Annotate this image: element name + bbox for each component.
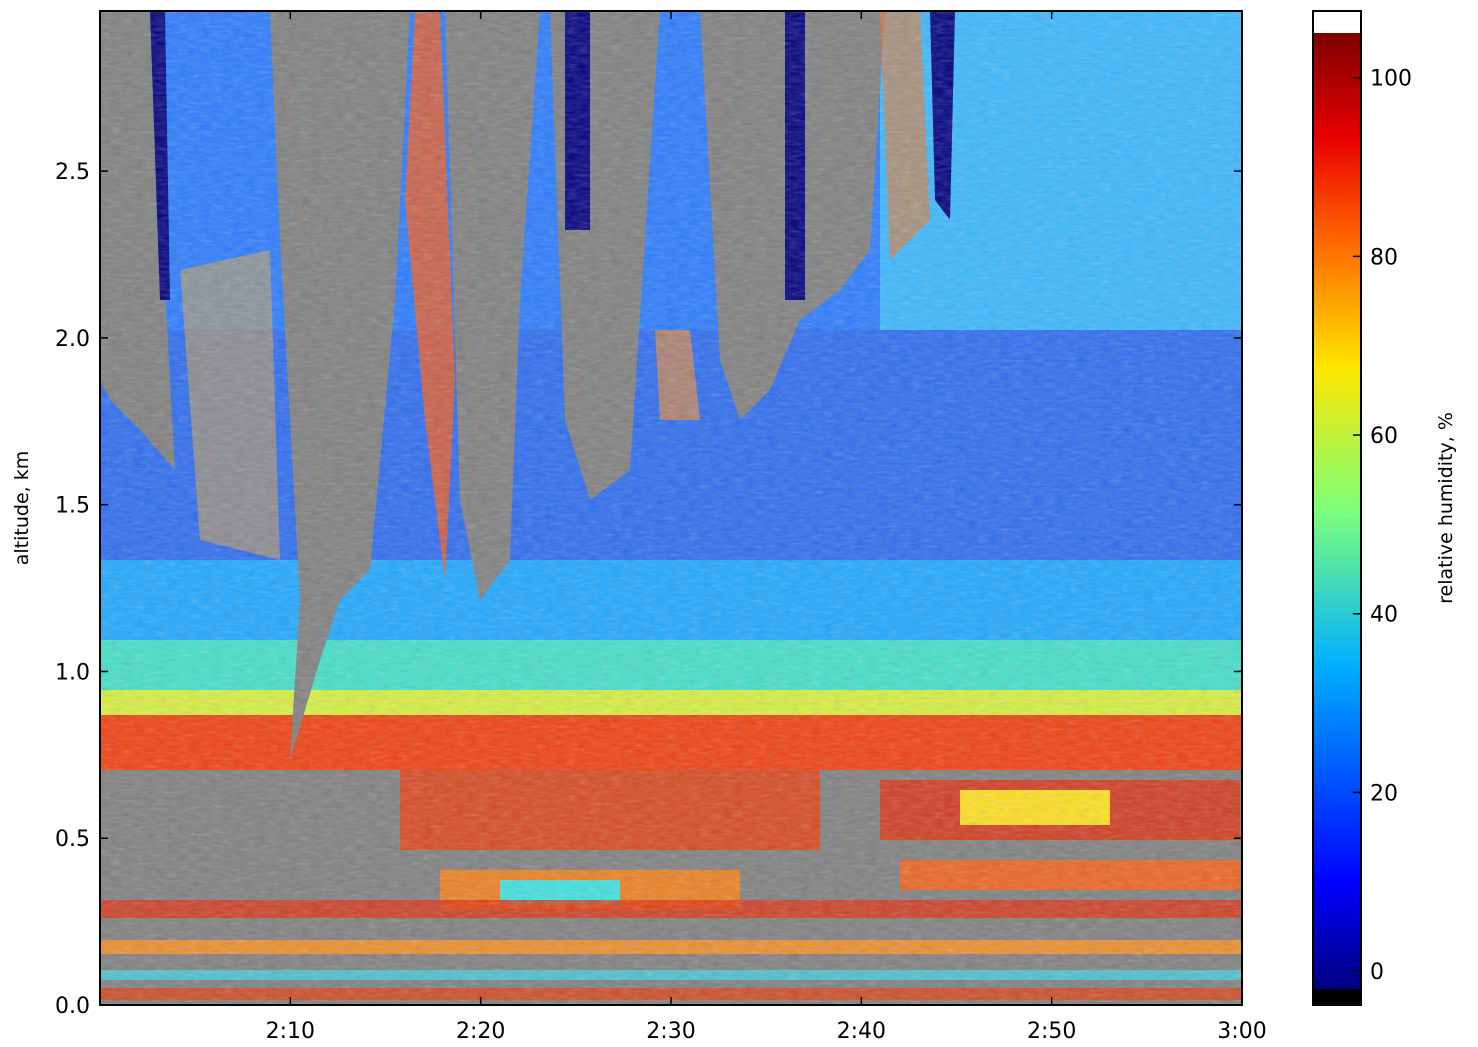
colorbar-frame [1312,10,1362,1006]
colorbar-tick-label: 60 [1370,424,1398,449]
colorbar-ticks: 0 20 40 60 80 100 [1353,67,1412,985]
x-tick-label: 2:30 [646,1019,695,1044]
x-tick-label: 3:00 [1217,1019,1266,1044]
colorbar-under-extension [1313,989,1361,1005]
colorbar-tick-label: 100 [1370,67,1412,92]
heatmap-plot-area [100,11,1242,1005]
x-tick-label: 2:50 [1027,1019,1076,1044]
colorbar-tick-label: 40 [1370,603,1398,628]
x-axis: 2:10 2:20 2:30 2:40 2:50 3:00 [266,11,1267,1044]
y-tick-label: 1.5 [55,494,90,519]
y-axis-label: altitude, km [11,451,33,565]
y-tick-label: 2.5 [55,160,90,185]
colorbar-label: relative humidity, % [1435,412,1457,604]
y-axis: 0.0 0.5 1.0 1.5 2.0 2.5 [55,160,1242,1019]
y-tick-label: 0.0 [55,994,90,1019]
x-tick-label: 2:10 [266,1019,315,1044]
x-tick-label: 2:20 [456,1019,505,1044]
y-tick-label: 1.0 [55,660,90,685]
colorbar-over-extension [1313,11,1361,33]
colorbar-gradient [1313,33,1361,989]
colorbar-tick-label: 0 [1370,960,1384,985]
colorbar-tick-label: 80 [1370,245,1398,270]
colorbar-tick-label: 20 [1370,781,1398,806]
y-tick-label: 0.5 [55,827,90,852]
heatmap-texture [100,11,1242,1005]
x-tick-label: 2:40 [837,1019,886,1044]
y-tick-label: 2.0 [55,327,90,352]
colorbar: 0 20 40 60 80 100 [1312,10,1412,1006]
